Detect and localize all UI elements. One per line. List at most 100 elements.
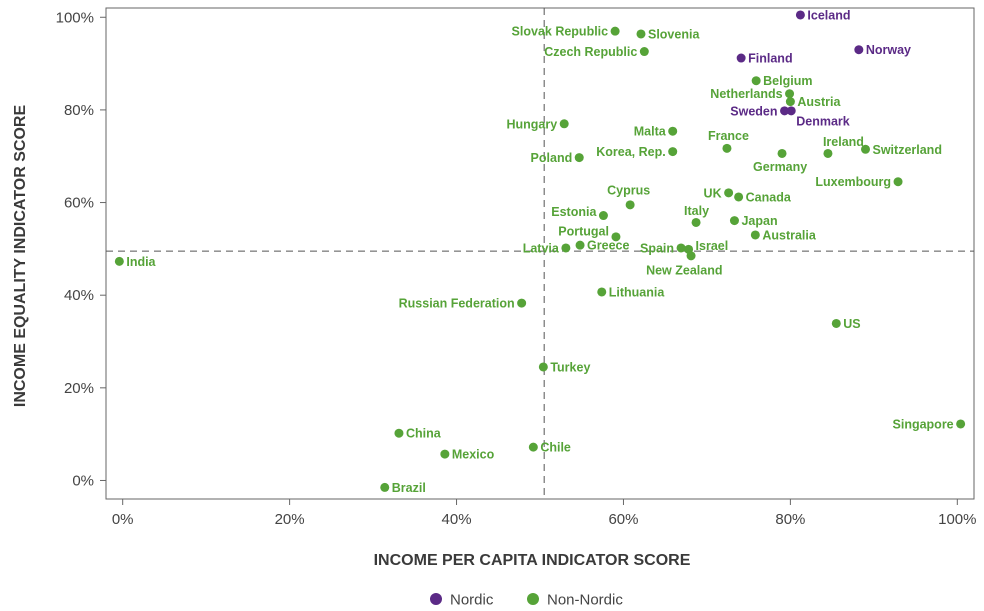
data-label-ireland: Ireland <box>823 135 864 149</box>
x-axis-title: INCOME PER CAPITA INDICATOR SCORE <box>374 552 691 569</box>
data-point-canada <box>734 192 744 202</box>
data-point-uk <box>724 188 734 198</box>
x-tick-label: 0% <box>112 511 134 528</box>
data-point-iceland <box>795 10 805 20</box>
data-point-slovenia <box>636 29 646 39</box>
data-label-cyprus: Cyprus <box>607 183 650 197</box>
data-label-greece: Greece <box>587 239 629 253</box>
data-label-norway: Norway <box>866 43 911 57</box>
data-label-poland: Poland <box>531 151 573 165</box>
data-label-singapore: Singapore <box>893 417 954 431</box>
x-axis-ticks: 0% 20% 40% 60% 80% 100% <box>112 499 976 528</box>
data-label-finland: Finland <box>748 52 792 66</box>
x-tick-label: 60% <box>608 511 638 528</box>
x-tick-label: 20% <box>275 511 305 528</box>
legend: Nordic Non-Nordic <box>430 592 623 609</box>
data-points <box>114 10 966 492</box>
plot-border <box>105 7 975 500</box>
data-label-slovenia: Slovenia <box>648 27 700 41</box>
data-label-spain: Spain <box>640 241 674 255</box>
data-label-belgium: Belgium <box>763 74 812 88</box>
data-point-estonia <box>598 211 608 221</box>
data-label-estonia: Estonia <box>551 205 597 219</box>
x-tick-label: 100% <box>938 511 976 528</box>
data-point-china <box>394 428 404 438</box>
data-point-japan <box>729 216 739 226</box>
y-tick-label: 80% <box>64 102 94 119</box>
y-axis-ticks: 0% 20% 40% 60% 80% 100% <box>56 9 106 489</box>
data-point-germany <box>777 148 787 158</box>
data-point-belgium <box>751 76 761 86</box>
y-tick-label: 100% <box>56 9 94 26</box>
data-label-uk: UK <box>704 186 722 200</box>
x-tick-label: 40% <box>442 511 472 528</box>
data-point-korea-rep <box>668 147 678 157</box>
data-label-austria: Austria <box>797 95 841 109</box>
y-tick-label: 40% <box>64 287 94 304</box>
data-point-austria <box>785 97 795 107</box>
data-label-india: India <box>126 255 156 269</box>
data-point-singapore <box>956 419 966 429</box>
data-label-switzerland: Switzerland <box>873 143 942 157</box>
data-label-israel: Israel <box>696 239 729 253</box>
data-point-latvia <box>561 243 571 253</box>
legend-label-nordic: Nordic <box>450 592 494 609</box>
plot-area-frame <box>105 7 975 500</box>
data-label-portugal: Portugal <box>558 224 609 238</box>
legend-marker-nordic <box>430 593 442 605</box>
data-label-korea-rep: Korea, Rep. <box>596 145 665 159</box>
data-point-sweden <box>780 106 790 116</box>
data-label-netherlands: Netherlands <box>710 87 782 101</box>
data-point-poland <box>574 153 584 163</box>
data-label-japan: Japan <box>741 214 777 228</box>
data-label-denmark: Denmark <box>796 114 850 128</box>
data-point-labels: Iceland Norway Finland Sweden Denmark Slovak … <box>126 8 953 494</box>
data-label-australia: Australia <box>762 228 817 242</box>
y-tick-label: 0% <box>72 472 94 489</box>
data-point-slovak-republic <box>610 26 620 36</box>
data-point-spain <box>676 243 686 253</box>
data-label-germany: Germany <box>753 160 807 174</box>
data-label-canada: Canada <box>746 190 792 204</box>
data-point-malta <box>668 126 678 136</box>
reference-lines <box>106 8 974 499</box>
legend-marker-non-nordic <box>527 593 539 605</box>
y-tick-label: 60% <box>64 195 94 212</box>
data-point-hungary <box>559 119 569 129</box>
data-label-us: US <box>843 317 860 331</box>
data-label-malta: Malta <box>634 125 667 139</box>
data-label-sweden: Sweden <box>730 104 777 118</box>
data-point-mexico <box>440 449 450 459</box>
data-point-us <box>831 318 841 328</box>
data-point-ireland <box>823 148 833 158</box>
data-point-netherlands <box>785 89 795 99</box>
data-point-russian-federation <box>517 298 527 308</box>
data-label-turkey: Turkey <box>550 360 590 374</box>
legend-label-non-nordic: Non-Nordic <box>547 592 623 609</box>
data-point-portugal <box>611 232 621 242</box>
data-point-brazil <box>380 482 390 492</box>
data-point-finland <box>736 53 746 63</box>
data-label-china: China <box>406 427 442 441</box>
x-tick-label: 80% <box>775 511 805 528</box>
data-label-brazil: Brazil <box>392 481 426 495</box>
data-point-denmark <box>786 106 796 116</box>
data-label-luxembourg: Luxembourg <box>815 175 891 189</box>
data-point-india <box>114 256 124 266</box>
data-point-cyprus <box>625 200 635 210</box>
data-label-france: France <box>708 129 749 143</box>
data-point-australia <box>750 230 760 240</box>
data-point-chile <box>528 442 538 452</box>
data-label-czech-republic: Czech Republic <box>544 45 637 59</box>
y-axis-title: INCOME EQUALITY INDICATOR SCORE <box>12 105 29 408</box>
data-label-italy: Italy <box>684 204 709 218</box>
data-point-luxembourg <box>893 177 903 187</box>
data-label-chile: Chile <box>540 441 571 455</box>
data-point-italy <box>691 217 701 227</box>
data-label-mexico: Mexico <box>452 448 495 462</box>
data-label-iceland: Iceland <box>807 8 850 22</box>
data-point-czech-republic <box>639 47 649 57</box>
data-label-latvia: Latvia <box>523 241 560 255</box>
y-tick-label: 20% <box>64 380 94 397</box>
